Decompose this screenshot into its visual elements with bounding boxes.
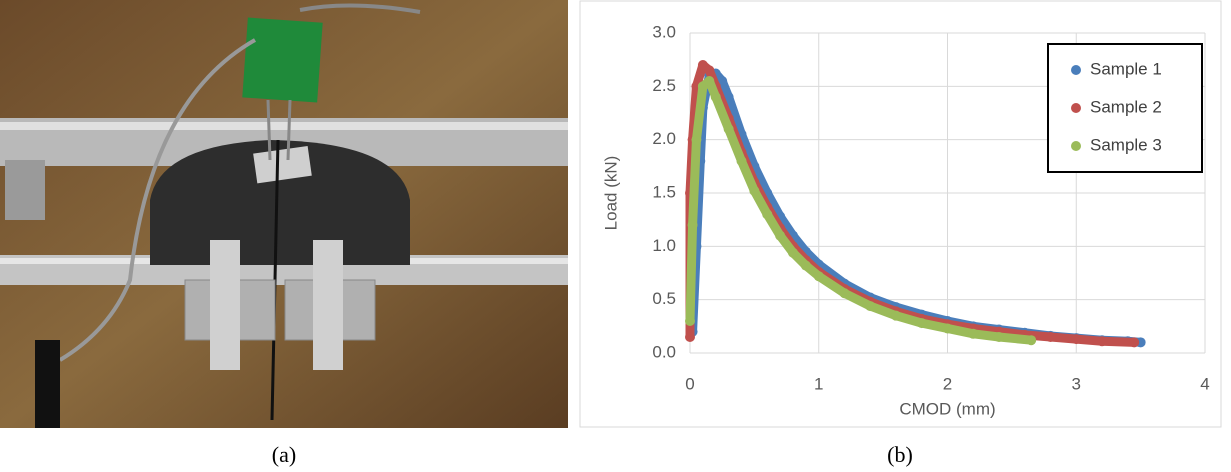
figure: 0.0 0.5 1.0 1.5 2.0 2.5 3.0 0 1 2 3 4 CMOD (mm) Load … — [0, 0, 1231, 472]
y-tick-label: 1.5 — [652, 182, 676, 201]
x-axis-label: CMOD (mm) — [899, 399, 995, 418]
point — [685, 332, 695, 342]
point — [685, 316, 695, 326]
point — [865, 301, 875, 311]
point — [711, 92, 721, 102]
point — [788, 248, 798, 258]
point — [814, 271, 824, 281]
x-tick-label: 3 — [1072, 374, 1081, 393]
x-tick-label: 1 — [814, 374, 823, 393]
x-tick-label: 2 — [943, 374, 952, 393]
legend-label: Sample 1 — [1090, 59, 1162, 78]
legend-marker — [1071, 103, 1081, 113]
point — [704, 65, 714, 75]
point — [1071, 334, 1081, 344]
point — [688, 220, 698, 230]
legend-label: Sample 3 — [1090, 135, 1162, 154]
legend-marker — [1071, 141, 1081, 151]
x-tick-label: 0 — [685, 374, 694, 393]
y-tick-label: 1.0 — [652, 236, 676, 255]
point — [917, 318, 927, 328]
point — [762, 209, 772, 219]
point — [1097, 336, 1107, 346]
x-tick-label: 4 — [1200, 374, 1209, 393]
point — [704, 76, 714, 86]
y-tick-label: 3.0 — [652, 22, 676, 41]
point — [801, 261, 811, 271]
photo — [0, 0, 568, 428]
y-axis-label: Load (kN) — [601, 156, 620, 231]
y-tick-label: 2.5 — [652, 76, 676, 95]
point — [994, 332, 1004, 342]
point — [1026, 335, 1036, 345]
point — [749, 186, 759, 196]
caption: (a) — [272, 442, 296, 467]
legend-marker — [1071, 65, 1081, 75]
point — [724, 124, 734, 134]
y-tick-label: 0.0 — [652, 342, 676, 361]
point — [943, 323, 953, 333]
point — [968, 329, 978, 339]
point — [891, 311, 901, 321]
y-tick-label: 2.0 — [652, 129, 676, 148]
point — [691, 135, 701, 145]
legend-label: Sample 2 — [1090, 97, 1162, 116]
point — [1046, 332, 1056, 342]
point — [1129, 337, 1139, 347]
y-tick-label: 0.5 — [652, 289, 676, 308]
point — [737, 156, 747, 166]
caption: (b) — [887, 442, 913, 467]
point — [775, 231, 785, 241]
point — [840, 288, 850, 298]
